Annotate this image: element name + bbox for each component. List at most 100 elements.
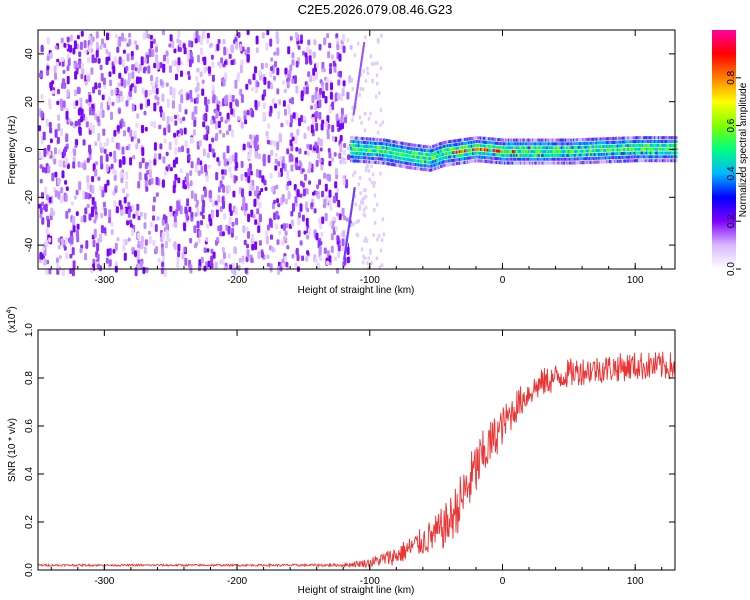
heatmap-cell [69,253,73,259]
heatmap-cell [350,206,353,210]
spectrogram-y-tick-label: -40 [24,237,35,252]
heatmap-cell [189,51,193,60]
heatmap-cell [106,179,110,186]
heatmap-cell [155,46,158,53]
heatmap-cell [203,247,207,254]
heatmap-cell [228,166,232,173]
heatmap-cell [227,185,231,192]
heatmap-cell [113,200,117,208]
heatmap-cell [237,32,241,38]
heatmap-cell [311,117,315,125]
heatmap-cell [352,196,355,200]
heatmap-cell [299,203,303,212]
heatmap-cell [287,177,291,182]
heatmap-cell [40,94,44,100]
heatmap-cell [129,157,133,166]
heatmap-cell [296,189,300,198]
heatmap-cell [122,239,126,244]
heatmap-cell [229,156,232,165]
heatmap-cell [354,202,358,207]
heatmap-cell [277,171,281,178]
heatmap-cell [344,249,347,253]
heatmap-cell [113,150,117,160]
heatmap-cell [74,62,78,68]
heatmap-cell [355,92,358,96]
heatmap-cell [131,103,135,112]
heatmap-cell [372,233,375,238]
heatmap-cell [321,190,325,198]
heatmap-cell [180,88,183,95]
heatmap-cell [75,100,79,106]
heatmap-cell [291,253,295,259]
heatmap-cell [171,100,175,109]
heatmap-cell [165,50,169,57]
heatmap-cell [358,115,362,120]
heatmap-cell [72,47,76,55]
heatmap-cell [272,202,275,210]
spectrogram-y-tick-label: -20 [24,190,35,205]
heatmap-cell [276,47,280,56]
heatmap-cell [269,38,273,47]
heatmap-cell [367,256,370,261]
heatmap-cell [315,71,318,80]
heatmap-cell [94,57,97,63]
heatmap-cell [143,222,147,229]
heatmap-cell [131,204,135,210]
heatmap-cell [169,86,173,96]
heatmap-cell [251,233,255,242]
heatmap-cell [186,181,190,187]
heatmap-cell [234,79,238,89]
heatmap-cell [328,221,332,227]
heatmap-cell [93,201,97,209]
heatmap-cell [163,138,167,144]
heatmap-cell [183,222,187,232]
heatmap-cell [131,71,135,79]
heatmap-cell [207,99,210,105]
heatmap-cell [239,88,243,96]
heatmap-cell [262,153,266,162]
heatmap-cell [99,155,103,165]
heatmap-cell [85,240,89,249]
heatmap-cell [340,114,344,124]
heatmap-cell [360,58,363,62]
heatmap-cell [57,123,61,132]
heatmap-cell [102,201,106,208]
heatmap-cell [339,143,343,153]
heatmap-cell [136,252,140,262]
heatmap-cell [118,200,122,206]
heatmap-cell [267,123,271,129]
heatmap-cell [87,57,90,63]
heatmap-cell [118,38,122,47]
heatmap-cell [267,140,270,145]
heatmap-cell [316,262,320,269]
heatmap-cell [317,240,321,249]
heatmap-cell [153,121,156,129]
heatmap-cell [301,255,305,261]
colorbar-label: Normalized spectral amplitude [738,82,749,217]
heatmap-cell [373,193,377,198]
heatmap-cell [377,233,381,238]
heatmap-cell [62,100,66,108]
heatmap-cell [168,43,172,48]
heatmap-cell [200,256,204,264]
heatmap-cell [342,149,346,156]
heatmap-cell [206,32,210,39]
heatmap-cell [353,104,356,108]
heatmap-cell [175,73,178,81]
heatmap-cell [44,203,48,212]
heatmap-cell [177,251,181,258]
heatmap-cell [230,44,234,54]
heatmap-cell [258,213,262,222]
heatmap-cell [321,61,325,69]
heatmap-cell [260,251,264,258]
heatmap-cell [320,123,324,131]
heatmap-cell [204,96,208,106]
heatmap-cell [155,54,159,63]
heatmap-cell [94,214,98,220]
heatmap-cell [262,111,266,120]
heatmap-cell [150,178,154,185]
heatmap-cell [49,138,53,144]
heatmap-cell [303,116,307,121]
spectrogram-y-axis-label: Frequency (Hz) [7,116,18,185]
